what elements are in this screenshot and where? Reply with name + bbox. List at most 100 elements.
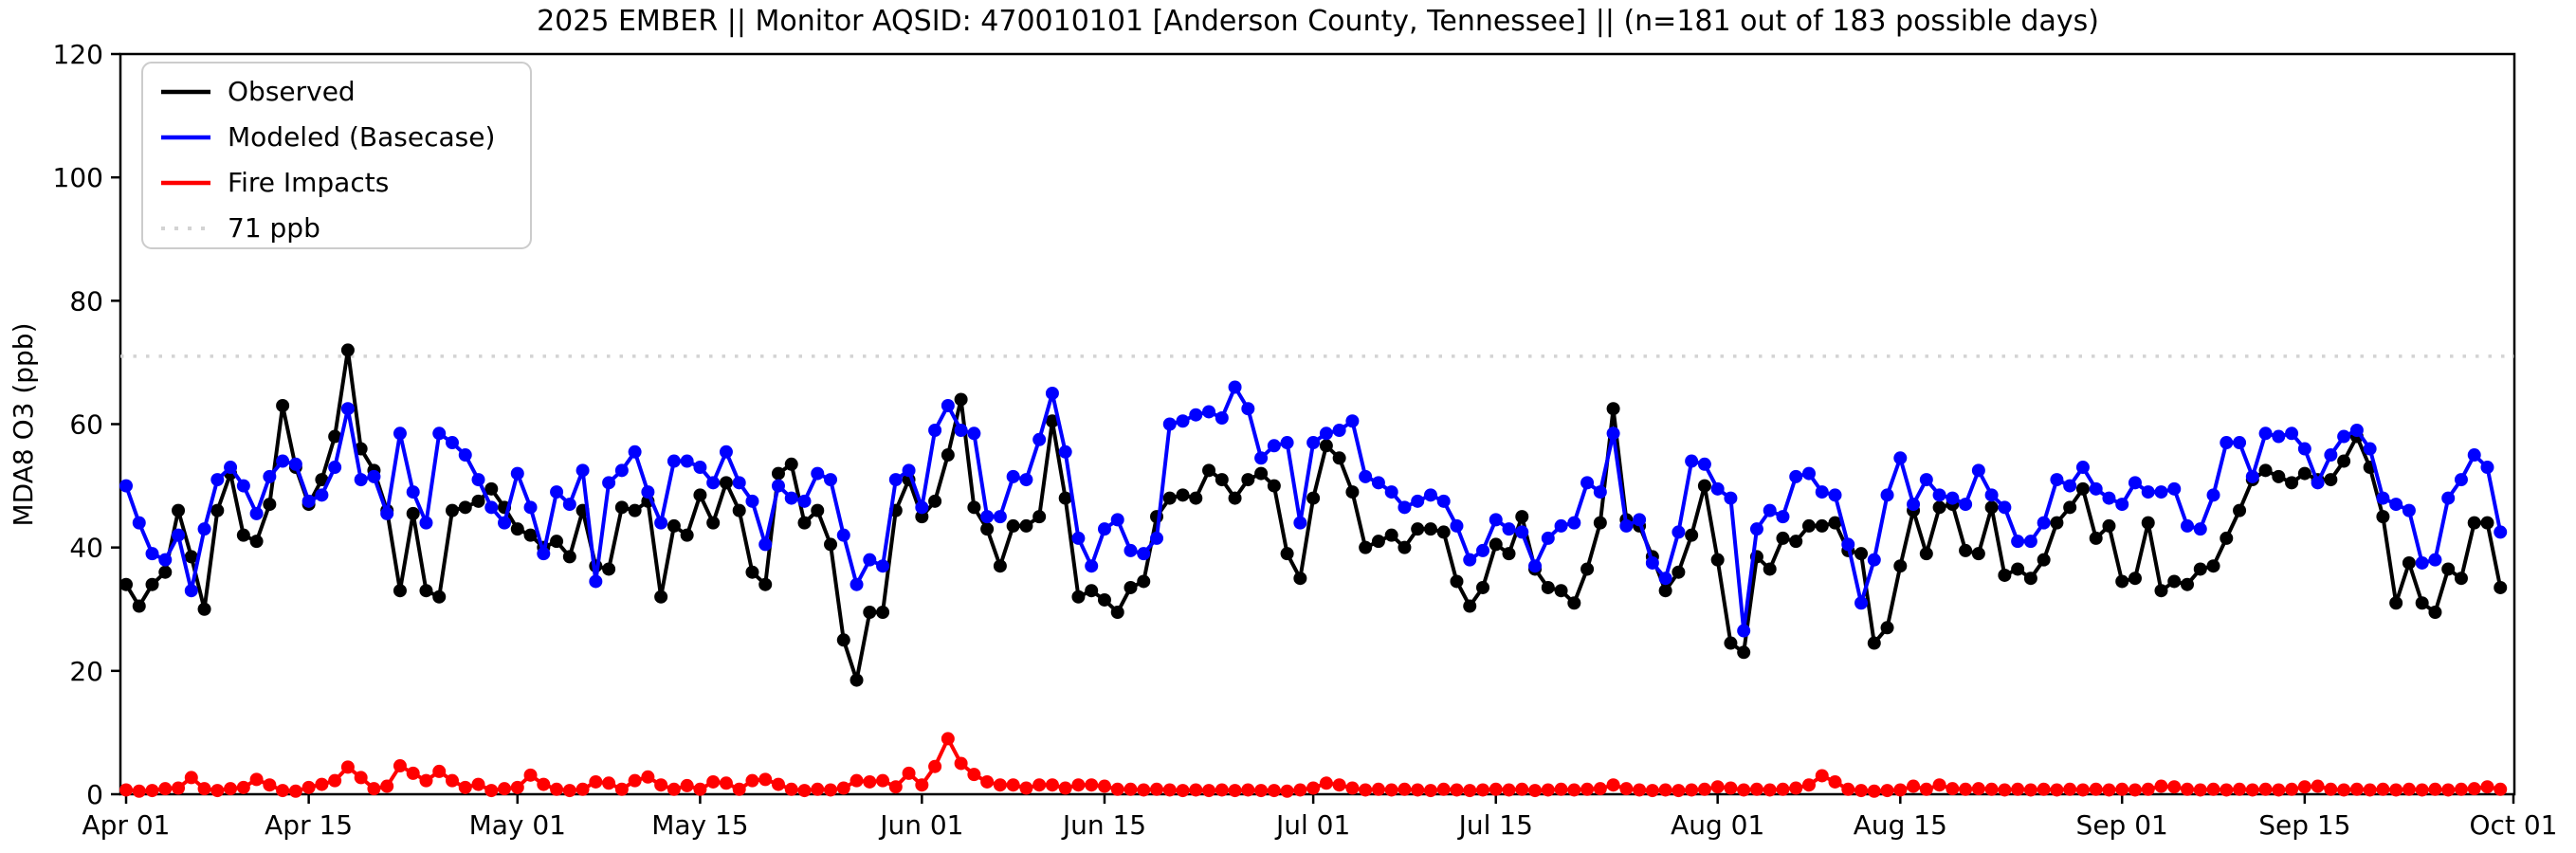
series-fire-impacts-point bbox=[1058, 781, 1072, 795]
series-modeled-basecase-point bbox=[1411, 494, 1425, 508]
series-observed-point bbox=[1763, 562, 1777, 576]
y-tick-label: 100 bbox=[53, 162, 103, 193]
series-observed-point bbox=[2128, 572, 2142, 586]
series-observed-point bbox=[602, 562, 616, 576]
y-tick-label: 40 bbox=[69, 533, 103, 564]
series-observed-point bbox=[1228, 491, 1242, 505]
series-modeled-basecase-point bbox=[654, 516, 668, 530]
series-modeled-basecase-point bbox=[510, 466, 524, 481]
series-observed-point bbox=[1085, 584, 1099, 598]
series-modeled-basecase-point bbox=[145, 547, 159, 561]
series-observed-point bbox=[784, 457, 798, 471]
series-fire-impacts-point bbox=[210, 784, 225, 798]
series-modeled-basecase-point bbox=[928, 424, 942, 438]
series-modeled-basecase-point bbox=[2324, 448, 2338, 463]
plot-area: 0 20 40 60 80 100 120 Apr 01 Apr 15 May 01 May 15 J… bbox=[53, 39, 2558, 841]
series-observed-point bbox=[2181, 577, 2195, 591]
series-fire-impacts-point bbox=[1724, 781, 1738, 795]
series-fire-impacts-point bbox=[980, 774, 995, 789]
series-modeled-basecase-point bbox=[1345, 414, 1360, 428]
series-observed-point bbox=[954, 392, 968, 407]
series-fire-impacts-point bbox=[602, 776, 616, 790]
x-tick-label: May 01 bbox=[469, 809, 566, 841]
series-modeled-basecase-point bbox=[2063, 479, 2077, 493]
series-modeled-basecase-point bbox=[249, 506, 264, 520]
series-observed-point bbox=[276, 398, 290, 412]
series-modeled-basecase-point bbox=[1137, 547, 1151, 561]
series-observed-point bbox=[1593, 516, 1607, 530]
series-observed-point bbox=[1801, 518, 1816, 533]
series-fire-impacts-point bbox=[1633, 783, 1647, 797]
x-tick-label: Aug 15 bbox=[1854, 809, 1947, 841]
series-observed-point bbox=[419, 584, 433, 598]
series-modeled-basecase-point bbox=[1189, 408, 1203, 422]
series-modeled-basecase-point bbox=[224, 461, 238, 475]
series-modeled-basecase-point bbox=[2167, 481, 2182, 496]
x-tick-label: Oct 01 bbox=[2470, 809, 2558, 841]
series-fire-impacts-point bbox=[1306, 781, 1321, 795]
y-tick-label: 120 bbox=[53, 39, 103, 70]
series-fire-impacts-point bbox=[1097, 779, 1111, 793]
series-fire-impacts-point bbox=[589, 774, 603, 789]
series-observed-point bbox=[967, 500, 981, 515]
series-observed-point bbox=[145, 577, 159, 591]
series-observed-point bbox=[1097, 592, 1111, 607]
series-observed-point bbox=[393, 584, 407, 598]
series-fire-impacts-point bbox=[2233, 782, 2247, 796]
series-modeled-basecase-point bbox=[1502, 522, 1516, 536]
series-modeled-basecase-point bbox=[1867, 553, 1881, 567]
series-modeled-basecase-point bbox=[680, 454, 694, 468]
series-fire-impacts-point bbox=[2258, 782, 2273, 796]
series-observed-point bbox=[2037, 553, 2051, 567]
series-fire-impacts-point bbox=[824, 783, 838, 797]
series-fire-impacts-point bbox=[784, 782, 798, 796]
series-fire-impacts-point bbox=[119, 783, 133, 797]
series-modeled-basecase-point bbox=[328, 461, 342, 475]
series-fire-impacts-point bbox=[928, 759, 942, 773]
series-fire-impacts-point bbox=[1162, 783, 1177, 797]
series-fire-impacts-point bbox=[575, 782, 590, 796]
series-observed-point bbox=[771, 466, 785, 481]
series-observed-point bbox=[2154, 584, 2168, 598]
series-observed-point bbox=[758, 577, 773, 591]
series-observed-point bbox=[2454, 572, 2468, 586]
series-observed-point bbox=[1423, 522, 1437, 536]
series-observed-point bbox=[2167, 574, 2182, 589]
series-fire-impacts-point bbox=[1867, 784, 1881, 798]
series-observed-point bbox=[2063, 500, 2077, 515]
series-fire-impacts-point bbox=[1658, 783, 1672, 797]
series-modeled-basecase-point bbox=[537, 547, 551, 561]
series-observed-point bbox=[2102, 518, 2116, 533]
series-modeled-basecase-point bbox=[1789, 469, 1803, 483]
series-modeled-basecase-point bbox=[2245, 469, 2259, 483]
series-fire-impacts-point bbox=[2389, 783, 2403, 797]
series-fire-impacts-point bbox=[1710, 780, 1725, 794]
series-modeled-basecase-point bbox=[2115, 498, 2129, 512]
series-fire-impacts-point bbox=[197, 782, 211, 796]
series-observed-point bbox=[1959, 543, 1973, 557]
series-fire-impacts-point bbox=[2494, 782, 2508, 796]
series-modeled-basecase-point bbox=[902, 463, 916, 478]
series-fire-impacts-point bbox=[614, 782, 629, 796]
series-modeled-basecase-point bbox=[2102, 491, 2116, 505]
chart-title: 2025 EMBER || Monitor AQSID: 470010101 [… bbox=[537, 5, 2099, 38]
series-observed-point bbox=[993, 559, 1007, 573]
series-modeled-basecase-point bbox=[1450, 518, 1464, 533]
series-fire-impacts-point bbox=[680, 778, 694, 792]
series-fire-impacts-point bbox=[2115, 782, 2129, 796]
series-modeled-basecase-point bbox=[1254, 451, 1269, 465]
series-observed-point bbox=[1672, 565, 1686, 579]
series-modeled-basecase-point bbox=[1971, 463, 1985, 478]
series-fire-impacts-point bbox=[2037, 782, 2051, 796]
series-fire-impacts-point bbox=[1202, 784, 1216, 798]
series-modeled-basecase-point bbox=[1176, 414, 1190, 428]
x-tick-label: Aug 01 bbox=[1671, 809, 1764, 841]
series-fire-impacts-point bbox=[2245, 783, 2259, 797]
series-modeled-basecase-point bbox=[1672, 525, 1686, 539]
series-modeled-basecase-point bbox=[1880, 488, 1894, 502]
series-modeled-basecase-point bbox=[2193, 522, 2207, 536]
series-fire-impacts-point bbox=[654, 778, 668, 792]
series-modeled-basecase-point bbox=[2297, 442, 2311, 456]
series-fire-impacts-point bbox=[2181, 782, 2195, 796]
series-modeled-basecase-point bbox=[380, 506, 394, 520]
